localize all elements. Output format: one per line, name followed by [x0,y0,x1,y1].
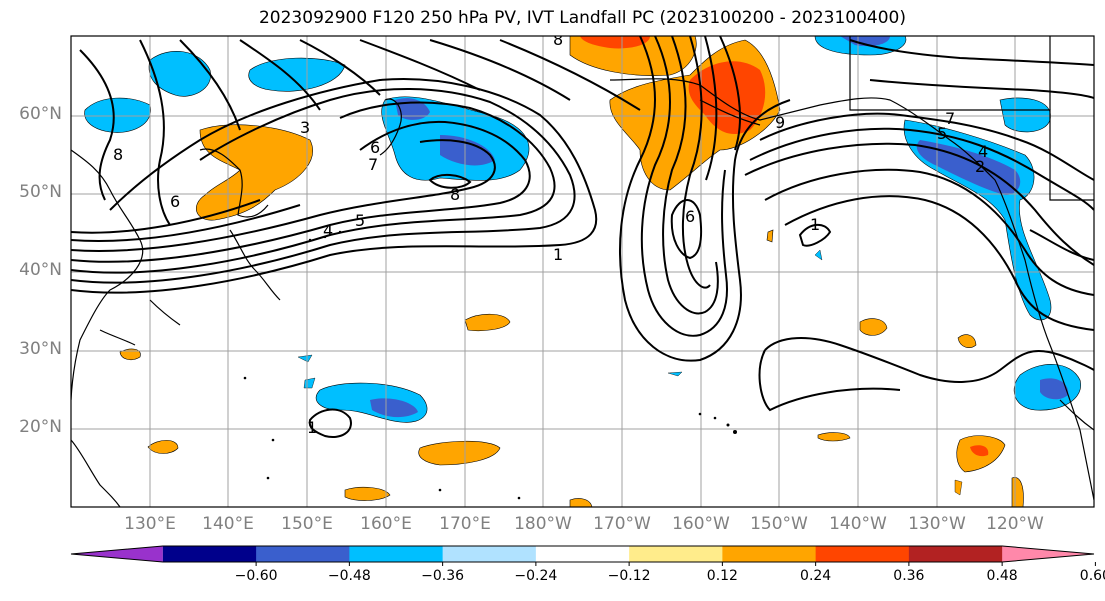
colorbar-tick-label: −0.24 [514,568,558,584]
lon-label: 160°E [360,514,412,534]
pv-contours [71,36,1094,438]
contour-label: 9 [775,113,785,132]
contour-labels: 8 3 6 7 5 4 8 6 1 6 5 4 2 7 8 9 1 1 [113,30,988,437]
lat-label: 40°N [19,260,62,280]
lon-label: 180°W [514,514,572,534]
contour-label: 3 [300,118,310,137]
lon-label: 150°E [281,514,333,534]
contour-label: 7 [368,155,378,174]
contour-label: 8 [113,145,123,164]
lat-label: 30°N [19,339,62,359]
lon-label: 140°W [829,514,887,534]
lat-label: 60°N [19,104,62,124]
colorbar-tick-label: 0.60 [1079,568,1105,584]
contour-label: 6 [170,192,180,211]
contour-label: 1 [307,418,317,437]
lon-label: 140°E [202,514,254,534]
map-title: 2023092900 F120 250 hPa PV, IVT Landfall… [258,8,906,28]
lon-label: 170°E [439,514,491,534]
colorbar-tick-label: 0.12 [706,568,738,584]
contour-label: 5 [355,211,365,230]
colorbar-tick-label: −0.60 [234,568,278,584]
contour-label: 1 [810,215,820,234]
lon-label: 120°W [986,514,1044,534]
contour-label: 1 [553,245,563,264]
contour-label: 2 [975,157,985,176]
contour-label: 8 [450,185,460,204]
lon-label: 150°W [750,514,808,534]
colorbar-tick-label: −0.12 [607,568,651,584]
contour-label: 4 [323,221,333,240]
contour-label: 6 [370,138,380,157]
contour-label: 6 [685,207,695,226]
negative-anomaly-regions [84,36,1081,423]
lon-label: 130°E [124,514,176,534]
contour-label: 8 [553,30,563,49]
colorbar-tick-label: 0.48 [986,568,1018,584]
colorbar-tick-label: 0.24 [800,568,832,584]
colorbar-tick-label: 0.36 [893,568,925,584]
lon-label: 130°W [908,514,966,534]
contour-label: 7 [945,109,955,128]
lat-label: 20°N [19,417,62,437]
lat-label: 50°N [19,182,62,202]
contour-label: 5 [937,124,947,143]
graticule [71,36,1094,507]
colorbar-tick-label: −0.48 [327,568,371,584]
colorbar-tick-label: −0.36 [421,568,465,584]
contour-label: 4 [978,142,988,161]
lon-label: 160°W [672,514,730,534]
lon-label: 170°W [593,514,651,534]
map-frame [70,35,1095,508]
